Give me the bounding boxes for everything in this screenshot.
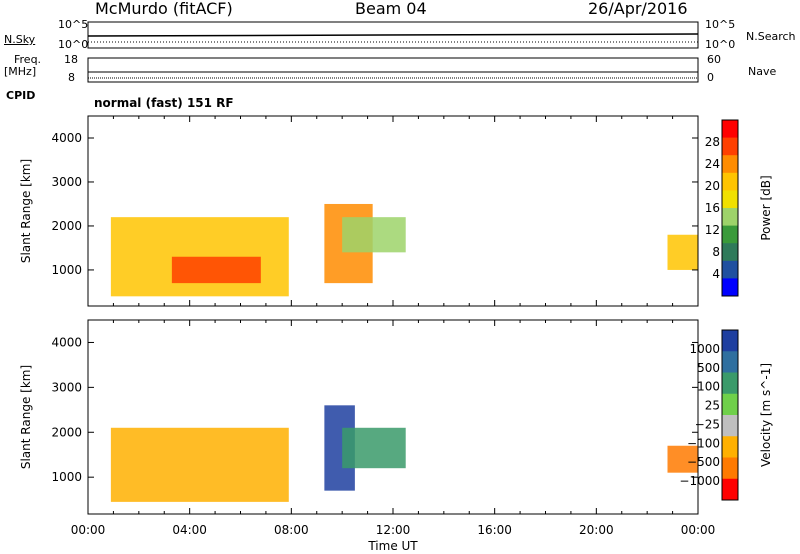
y-tick-label: 3000 [51,175,82,189]
colorbar-segment [722,208,738,227]
colorbar-frame [721,119,739,297]
x-tick-label: 16:00 [477,523,512,537]
colorbar-segment [722,478,738,501]
y-tick-label: 4000 [51,131,82,145]
colorbar-tick-label: 20 [705,179,720,193]
colorbar-segment [722,260,738,279]
nsearch-tick-top: 10^5 [705,18,736,31]
y-tick-label: 2000 [51,219,82,233]
colorbar-segment [722,393,738,416]
nsky-label: N.Sky [4,33,36,46]
colorbar-tick-label: −1000 [679,474,720,488]
y-axis-label: Slant Range [km] [19,365,33,469]
colorbar-segment [722,172,738,191]
colorbar-frame [721,329,739,501]
colorbar-tick-label: 28 [705,135,720,149]
cpid-label: CPID [6,89,36,102]
colorbar-segment [722,457,738,480]
colorbar-segment [722,415,738,437]
colorbar-segment [722,155,738,174]
colorbar-tick-label: 1000 [689,342,720,356]
x-tick-label: 00:00 [71,523,106,537]
x-axis-label: Time UT [367,539,418,553]
x-tick-label: 00:00 [681,523,716,537]
power-panel-region [171,256,261,284]
x-tick-label: 04:00 [172,523,207,537]
beam-title: Beam 04 [355,0,427,18]
colorbar-segment [722,436,738,458]
colorbar-segment [722,372,738,395]
y-tick-label: 4000 [51,335,82,349]
freq-label-line2: [MHz] [4,65,37,78]
colorbar-tick-label: 100 [697,380,720,394]
velocity-panel-region [342,427,406,469]
cpid-text: normal (fast) 151 RF [94,96,234,110]
nsearch-tick-bottom: 10^0 [705,38,736,51]
colorbar-tick-label: −500 [687,455,720,469]
colorbar-tick-label: 12 [705,223,720,237]
x-tick-label: 08:00 [274,523,309,537]
colorbar-segment [722,351,738,373]
colorbar-tick-label: 4 [712,267,720,281]
colorbar-segment [722,243,738,262]
nave-label: Nave [748,65,777,78]
freq-panel [87,57,699,83]
velocity-panel-region [110,427,289,502]
colorbar-label: Velocity [m s^-1] [759,363,773,467]
freq-tick-top: 18 [64,53,78,66]
colorbar-segment [722,278,738,297]
colorbar-tick-label: 16 [705,201,720,215]
station-title: McMurdo (fitACF) [95,0,233,18]
y-tick-label: 1000 [51,263,82,277]
colorbar-label: Power [dB] [759,175,773,240]
nave-tick-top: 60 [707,53,721,66]
nsky-tick-top: 10^5 [58,18,89,31]
y-axis-label: Slant Range [km] [19,159,33,263]
nsky-panel [87,21,699,49]
colorbar-tick-label: 25 [705,399,720,413]
y-tick-label: 1000 [51,470,82,484]
x-tick-label: 12:00 [376,523,411,537]
colorbar-tick-label: −100 [687,436,720,450]
y-tick-label: 3000 [51,380,82,394]
nsky-tick-bottom: 10^0 [58,38,89,51]
colorbar-tick-label: −25 [695,417,720,431]
nsearch-label: N.Search [746,30,796,43]
y-tick-label: 2000 [51,425,82,439]
colorbar-segment [722,120,738,139]
colorbar-tick-label: 8 [712,245,720,259]
x-tick-label: 20:00 [579,523,614,537]
colorbar-tick-label: 24 [705,157,720,171]
power-panel-region [110,217,289,297]
colorbar-tick-label: 500 [697,361,720,375]
power-panel-region [667,234,698,270]
nave-tick-bottom: 0 [707,71,714,84]
freq-label-line1: Freq. [14,53,42,66]
power-panel-region [342,217,406,253]
date-title: 26/Apr/2016 [588,0,688,18]
colorbar-segment [722,137,738,156]
colorbar-segment [722,330,738,352]
freq-tick-bottom: 8 [68,71,75,84]
colorbar-segment [722,190,738,209]
velocity-panel-region [667,445,698,473]
colorbar-segment [722,225,738,244]
nsky-trace [87,33,699,37]
